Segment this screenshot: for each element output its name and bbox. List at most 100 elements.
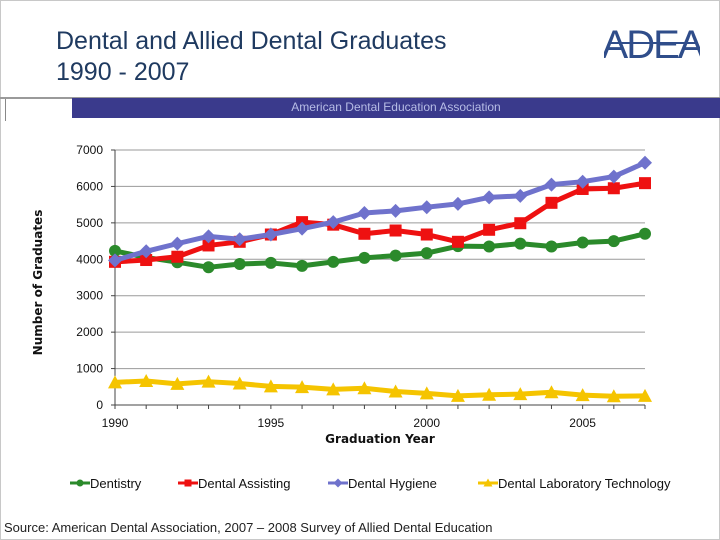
data-point-dentistry — [483, 240, 496, 253]
x-tick-label: 1995 — [258, 416, 285, 430]
chart-axes: 0 1000 2000 3000 4000 5000 6000 7000 1990 1995 200… — [31, 143, 646, 446]
data-point-dental-laboratory-technology — [388, 384, 403, 398]
data-point-dentistry — [607, 235, 620, 248]
data-point-dental-laboratory-technology — [201, 374, 216, 388]
data-point-dental-laboratory-technology — [606, 389, 621, 403]
y-tick-label: 6000 — [76, 179, 103, 193]
data-point-dentistry — [545, 240, 558, 253]
legend-label: Dental Hygiene — [348, 476, 437, 491]
legend-item-dentistry: Dentistry — [70, 476, 142, 491]
data-point-dentistry — [233, 258, 246, 271]
banner-text: American Dental Education Association — [291, 100, 501, 114]
data-point-dental-hygiene — [263, 227, 278, 242]
data-point-dental-laboratory-technology — [419, 386, 434, 400]
data-point-dental-laboratory-technology — [295, 380, 310, 394]
data-point-dental-hygiene — [388, 203, 403, 218]
data-point-dental-laboratory-technology — [638, 388, 652, 402]
data-point-dentistry — [202, 261, 215, 274]
data-point-dental-laboratory-technology — [450, 388, 465, 402]
data-point-dental-laboratory-technology — [326, 382, 341, 396]
data-point-dental-hygiene — [201, 229, 216, 244]
logo-stripe — [608, 42, 698, 44]
logo-text: ADEA — [604, 23, 700, 66]
data-point-dental-laboratory-technology — [544, 385, 559, 399]
chart-legend: Dentistry Dental Assisting Dental Hygiene D… — [70, 476, 671, 491]
data-point-dentistry — [576, 236, 589, 249]
data-point-dental-assisting — [358, 227, 371, 240]
data-point-dentistry — [327, 255, 340, 268]
series-dental-laboratory-technology — [108, 373, 652, 403]
data-point-dental-hygiene — [606, 169, 621, 184]
data-point-dental-assisting — [483, 223, 496, 236]
data-point-dental-hygiene — [357, 206, 372, 221]
data-point-dentistry — [296, 259, 309, 272]
y-tick-label: 4000 — [76, 252, 103, 266]
data-point-dental-hygiene — [419, 200, 434, 215]
y-tick-label: 1000 — [76, 362, 103, 376]
legend-swatch-marker — [333, 478, 343, 488]
title-line-2: 1990 - 2007 — [56, 58, 190, 86]
x-tick-label: 2005 — [569, 416, 596, 430]
chart-series — [108, 155, 652, 403]
legend-item-dental-laboratory-technology: Dental Laboratory Technology — [478, 476, 671, 491]
legend-label: Dentistry — [90, 476, 142, 491]
data-point-dental-laboratory-technology — [263, 379, 278, 393]
y-tick-label: 2000 — [76, 325, 103, 339]
data-point-dental-laboratory-technology — [170, 376, 185, 390]
x-axis-title: Graduation Year — [325, 432, 435, 446]
data-point-dentistry — [639, 227, 651, 240]
data-point-dentistry — [514, 237, 527, 250]
data-point-dental-assisting — [545, 196, 558, 209]
side-rule — [0, 99, 6, 121]
banner: American Dental Education Association — [72, 98, 720, 118]
data-point-dental-laboratory-technology — [139, 373, 154, 387]
y-tick-label: 0 — [96, 398, 103, 412]
data-point-dentistry — [389, 249, 402, 262]
series-dental-hygiene — [108, 155, 652, 268]
legend-label: Dental Assisting — [198, 476, 291, 491]
data-point-dental-hygiene — [575, 174, 590, 189]
data-point-dentistry — [420, 247, 433, 260]
data-point-dental-laboratory-technology — [513, 387, 528, 401]
y-axis-title: Number of Graduates — [31, 210, 45, 356]
data-point-dentistry — [358, 251, 371, 264]
data-point-dental-laboratory-technology — [357, 381, 372, 395]
data-point-dental-assisting — [607, 182, 620, 195]
x-tick-label: 1990 — [102, 416, 129, 430]
legend-swatch-marker — [184, 479, 192, 487]
data-point-dental-laboratory-technology — [575, 388, 590, 402]
data-point-dental-assisting — [639, 177, 651, 190]
legend-item-dental-assisting: Dental Assisting — [178, 476, 291, 491]
data-point-dental-hygiene — [544, 177, 559, 192]
title-line-1: Dental and Allied Dental Graduates — [56, 27, 447, 55]
data-point-dental-laboratory-technology — [482, 387, 497, 401]
data-point-dental-hygiene — [108, 253, 122, 268]
data-point-dental-assisting — [420, 228, 433, 241]
data-point-dental-assisting — [389, 224, 402, 237]
y-tick-label: 3000 — [76, 289, 103, 303]
data-point-dental-hygiene — [232, 232, 247, 247]
data-point-dental-hygiene — [139, 244, 154, 259]
legend-swatch-marker — [483, 478, 493, 487]
data-point-dental-hygiene — [638, 155, 652, 170]
legend-item-dental-hygiene: Dental Hygiene — [328, 476, 437, 491]
data-point-dental-assisting — [576, 182, 589, 195]
source-note: Source: American Dental Association, 200… — [4, 520, 493, 535]
series-line-dental-laboratory-technology — [114, 378, 646, 399]
chart-grid — [115, 149, 645, 370]
data-point-dental-assisting — [202, 239, 215, 252]
data-point-dental-assisting — [171, 250, 184, 263]
data-point-dental-hygiene — [170, 236, 185, 251]
data-point-dentistry — [264, 256, 277, 269]
data-point-dental-hygiene — [513, 188, 528, 203]
data-point-dental-assisting — [451, 235, 464, 248]
data-point-dental-hygiene — [450, 196, 465, 211]
slide-title: Dental and Allied Dental Graduates 1990 … — [56, 26, 447, 88]
legend-label: Dental Laboratory Technology — [498, 476, 671, 491]
data-point-dentistry — [109, 244, 121, 257]
data-point-dental-hygiene — [482, 190, 497, 205]
series-dental-assisting — [109, 177, 651, 268]
data-point-dental-laboratory-technology — [108, 375, 122, 389]
legend-swatch-marker — [76, 479, 84, 487]
